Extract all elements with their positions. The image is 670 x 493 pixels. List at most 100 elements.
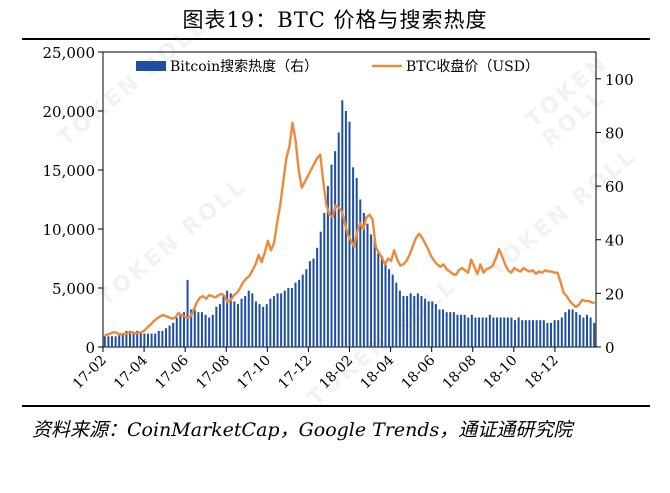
search-bar xyxy=(589,317,592,347)
search-bar xyxy=(233,301,236,347)
search-bar xyxy=(481,317,484,347)
search-bar xyxy=(125,330,128,347)
search-bar xyxy=(578,314,581,347)
search-bar xyxy=(175,317,178,347)
search-bar xyxy=(352,167,355,347)
search-bar xyxy=(164,328,167,347)
search-bar xyxy=(571,309,574,347)
search-bar xyxy=(456,314,459,347)
search-bar xyxy=(132,333,135,347)
x-axis-label: 17-08 xyxy=(193,353,233,393)
search-bar xyxy=(168,325,171,347)
search-bar xyxy=(413,296,416,347)
search-bar xyxy=(197,312,200,347)
search-bar xyxy=(326,186,329,347)
search-bar xyxy=(323,212,326,347)
search-bar xyxy=(391,274,394,347)
search-bar xyxy=(305,269,308,347)
search-bar xyxy=(308,261,311,347)
search-bar xyxy=(427,301,430,347)
search-bar xyxy=(193,309,196,347)
search-bar xyxy=(445,312,448,347)
search-bar xyxy=(330,164,333,347)
legend-label-search: Bitcoin搜索热度（右） xyxy=(170,58,318,75)
search-bar xyxy=(359,199,362,347)
search-bar xyxy=(294,282,297,347)
search-bar xyxy=(298,279,301,347)
search-bar xyxy=(384,263,387,347)
search-bar xyxy=(186,279,189,347)
search-bar xyxy=(398,290,401,347)
source-divider xyxy=(22,405,650,407)
search-bar xyxy=(341,100,344,348)
search-bar xyxy=(262,306,265,347)
search-bar xyxy=(247,290,250,347)
search-bar xyxy=(244,296,247,347)
right-axis-label: 60 xyxy=(605,178,624,196)
x-axis-label: 17-10 xyxy=(234,353,274,393)
search-bar xyxy=(449,312,452,347)
search-bar xyxy=(539,320,542,347)
x-axis-label: 17-02 xyxy=(70,353,110,393)
x-axis-label: 17-04 xyxy=(111,352,151,392)
search-bar xyxy=(222,296,225,347)
search-bar xyxy=(532,320,535,347)
search-bar xyxy=(535,320,538,347)
search-bar xyxy=(110,336,114,347)
search-bar xyxy=(582,317,585,347)
search-bar xyxy=(528,320,531,347)
left-axis-label: 0 xyxy=(85,339,95,357)
x-axis-label: 18-08 xyxy=(440,353,480,393)
search-bar xyxy=(467,317,470,347)
search-bar xyxy=(355,178,358,347)
search-bar xyxy=(521,320,524,347)
search-bar xyxy=(182,312,185,347)
search-bar xyxy=(150,333,153,347)
left-axis-label: 20,000 xyxy=(43,103,96,121)
search-bar xyxy=(424,298,427,347)
search-bar xyxy=(488,314,491,347)
search-bar xyxy=(568,309,571,347)
search-bar xyxy=(438,309,441,347)
search-bar xyxy=(373,239,376,347)
search-bar xyxy=(107,336,110,347)
search-bar xyxy=(388,269,391,347)
search-bar xyxy=(146,333,149,347)
search-bar xyxy=(269,298,272,347)
search-bar xyxy=(506,317,509,347)
search-bar xyxy=(128,330,131,347)
left-axis-label: 5,000 xyxy=(52,280,95,298)
search-bar xyxy=(334,151,337,347)
search-bar xyxy=(416,293,419,347)
search-bar xyxy=(463,314,466,347)
search-bar xyxy=(517,317,520,347)
search-bar xyxy=(229,293,232,347)
search-bar xyxy=(208,317,211,347)
search-bar xyxy=(103,336,106,347)
x-axis-label: 18-04 xyxy=(358,352,398,392)
right-axis-label: 100 xyxy=(605,71,634,89)
search-bar xyxy=(370,234,373,347)
search-bar xyxy=(337,132,340,347)
x-axis-label: 18-10 xyxy=(481,353,521,393)
search-bar xyxy=(348,121,351,347)
search-bar xyxy=(546,322,549,347)
search-bar xyxy=(492,317,495,347)
search-bar xyxy=(301,274,304,347)
x-axis-label: 18-06 xyxy=(399,352,439,392)
search-bar xyxy=(431,301,434,347)
search-bar xyxy=(485,317,488,347)
legend-label-price: BTC收盘价（USD） xyxy=(406,58,539,75)
search-bar xyxy=(420,296,423,347)
search-bar xyxy=(406,296,409,347)
search-bar xyxy=(136,330,139,347)
search-bar xyxy=(362,212,365,347)
search-bar xyxy=(593,322,596,347)
legend-swatch-search xyxy=(136,61,166,71)
left-axis-label: 10,000 xyxy=(43,221,96,239)
chart-title: 图表19：BTC 价格与搜索热度 xyxy=(182,8,488,32)
search-bar xyxy=(553,320,556,347)
search-bar xyxy=(240,298,243,347)
search-bar xyxy=(560,317,563,347)
search-bar xyxy=(211,314,214,347)
